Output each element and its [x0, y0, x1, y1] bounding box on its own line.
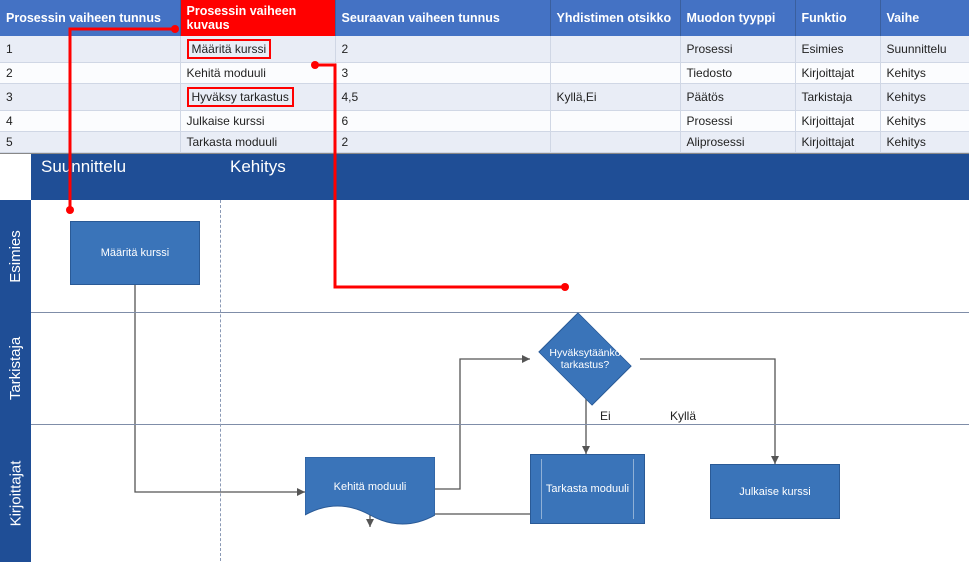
table-cell: Aliprosessi — [680, 132, 795, 153]
table-cell: Kehitys — [880, 63, 969, 84]
lane-separator — [31, 312, 969, 313]
process-shape: Määritä kurssi — [70, 221, 200, 285]
table-cell: 2 — [335, 132, 550, 153]
table-header-row: Prosessin vaiheen tunnusProsessin vaihee… — [0, 0, 969, 36]
table-cell: Tiedosto — [680, 63, 795, 84]
table-cell: Kirjoittajat — [795, 63, 880, 84]
decision-shape: Hyväksytäänkö tarkastus? — [530, 319, 640, 399]
table-cell: Kirjoittajat — [795, 132, 880, 153]
column-header: Funktio — [795, 0, 880, 36]
edge-label: Ei — [600, 409, 611, 423]
table-cell: Suunnittelu — [880, 36, 969, 63]
table-row: 2Kehitä moduuli3 TiedostoKirjoittajatKehi… — [0, 63, 969, 84]
lane-label: Esimies — [0, 200, 31, 312]
table-cell: Kehitys — [880, 132, 969, 153]
table-cell — [550, 36, 680, 63]
table-cell: Tarkasta moduuli — [180, 132, 335, 153]
table-cell: 3 — [0, 84, 180, 111]
table-cell — [550, 132, 680, 153]
edge-label: Kyllä — [670, 409, 696, 423]
table-cell: 2 — [0, 63, 180, 84]
table-cell: Prosessi — [680, 36, 795, 63]
column-header: Seuraavan vaiheen tunnus — [335, 0, 550, 36]
table-row: 1Määritä kurssi2 ProsessiEsimiesSuunnitte… — [0, 36, 969, 63]
column-header: Vaihe — [880, 0, 969, 36]
column-header: Prosessin vaiheen kuvaus — [180, 0, 335, 36]
lane-label: Kirjoittajat — [0, 424, 31, 562]
table-cell: Kirjoittajat — [795, 111, 880, 132]
table-row: 3Hyväksy tarkastus4,5Kyllä,EiPäätösTarki… — [0, 84, 969, 111]
subprocess-shape: Tarkasta moduuli — [530, 454, 645, 524]
table-cell: Kehitä moduuli — [180, 63, 335, 84]
table-cell: Päätös — [680, 84, 795, 111]
column-header: Muodon tyyppi — [680, 0, 795, 36]
table-cell — [550, 63, 680, 84]
table-cell: 1 — [0, 36, 180, 63]
table-cell: Kyllä,Ei — [550, 84, 680, 111]
table-cell: 2 — [335, 36, 550, 63]
table-cell: 4 — [0, 111, 180, 132]
lane-separator — [31, 424, 969, 425]
phase-header: Suunnittelu — [31, 154, 220, 200]
swimlane-diagram: SuunnitteluKehitys EsimiesTarkistajaKirjo… — [0, 153, 969, 561]
phase-separator — [220, 200, 221, 561]
table-cell: 3 — [335, 63, 550, 84]
table-cell: 6 — [335, 111, 550, 132]
column-header: Prosessin vaiheen tunnus — [0, 0, 180, 36]
table-cell: Kehitys — [880, 84, 969, 111]
table-cell: Tarkistaja — [795, 84, 880, 111]
table-cell: Kehitys — [880, 111, 969, 132]
table-cell: Julkaise kurssi — [180, 111, 335, 132]
table-cell: Esimies — [795, 36, 880, 63]
table-cell: Prosessi — [680, 111, 795, 132]
phase-header: Kehitys — [220, 154, 969, 200]
document-shape: Kehitä moduuli — [305, 457, 435, 527]
column-header: Yhdistimen otsikko — [550, 0, 680, 36]
process-shape: Julkaise kurssi — [710, 464, 840, 519]
process-table: Prosessin vaiheen tunnusProsessin vaihee… — [0, 0, 969, 153]
table-row: 4Julkaise kurssi6 ProsessiKirjoittajatKeh… — [0, 111, 969, 132]
table-cell — [550, 111, 680, 132]
table-cell: 5 — [0, 132, 180, 153]
table-cell: 4,5 — [335, 84, 550, 111]
table-cell: Määritä kurssi — [180, 36, 335, 63]
lane-label: Tarkistaja — [0, 312, 31, 424]
table-row: 5Tarkasta moduuli2 AliprosessiKirjoittaja… — [0, 132, 969, 153]
table-cell: Hyväksy tarkastus — [180, 84, 335, 111]
